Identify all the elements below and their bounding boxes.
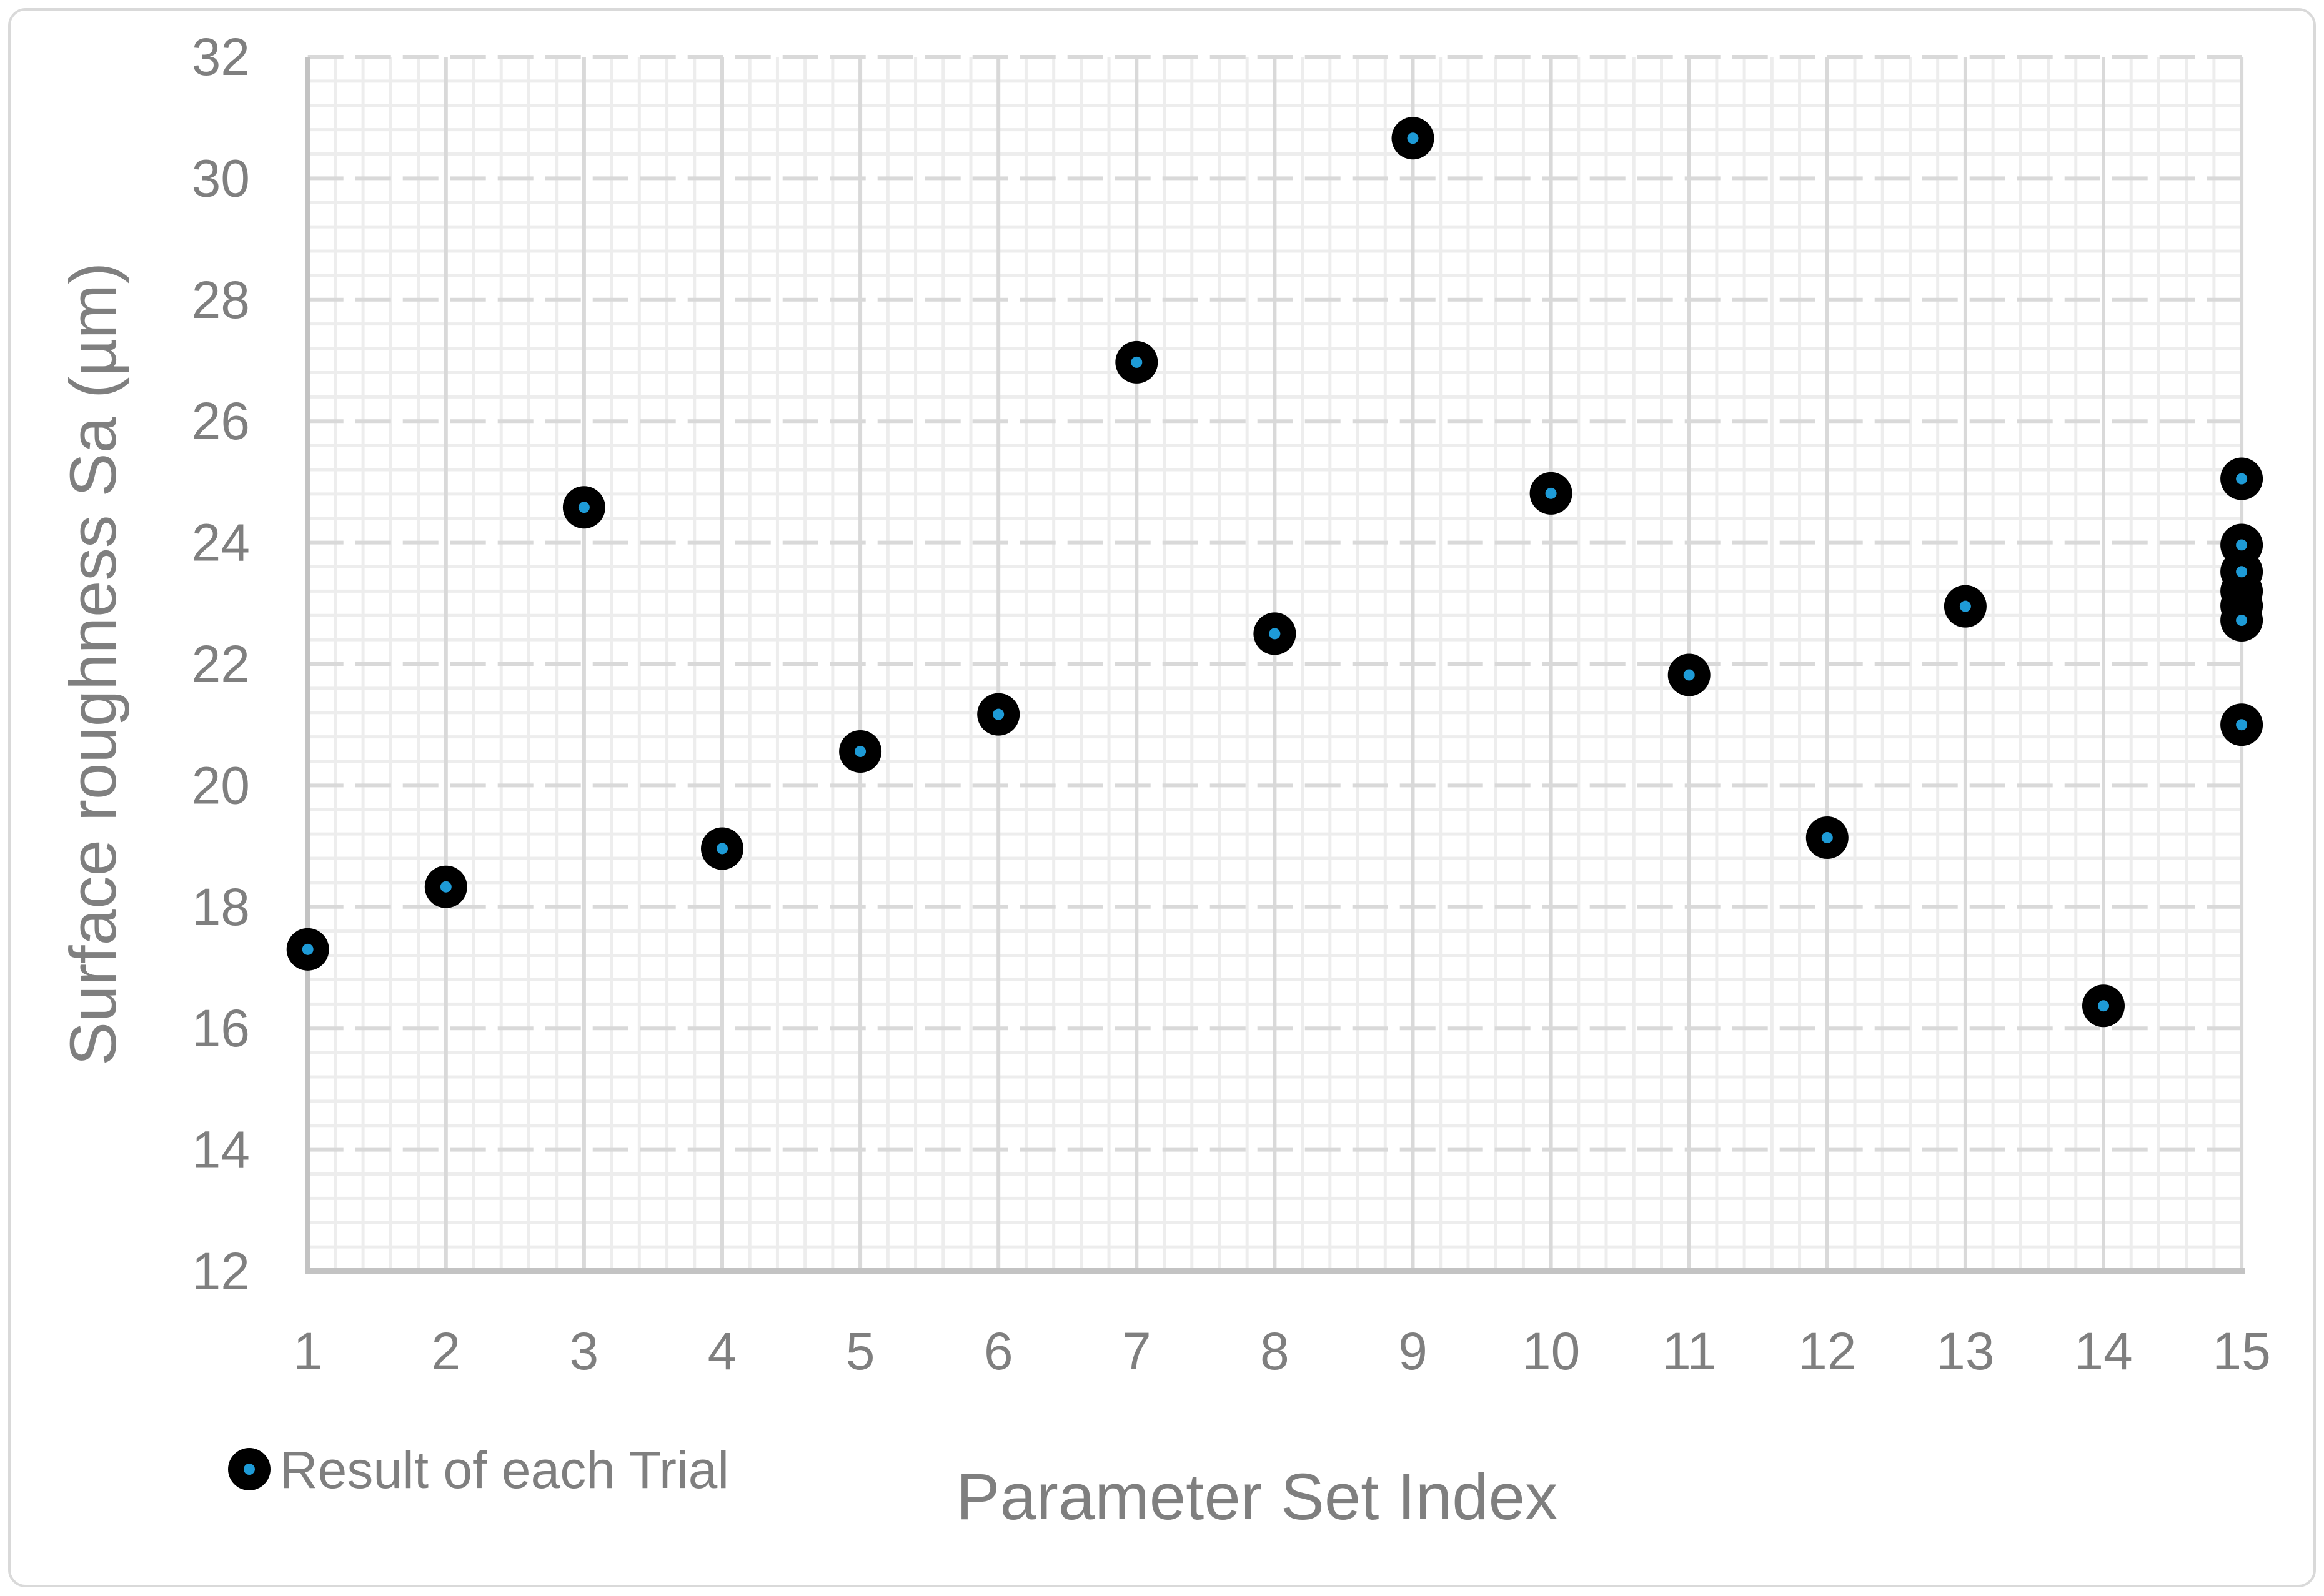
data-point-marker [977, 693, 1020, 736]
data-point-center-dot [2236, 615, 2248, 627]
x-tick-label: 11 [1662, 1322, 1716, 1380]
data-point-marker [2220, 457, 2263, 500]
x-tick-label: 12 [1798, 1322, 1856, 1380]
x-axis-title: Parameter Set Index [956, 1460, 1558, 1534]
data-point-marker [1944, 585, 1987, 628]
y-tick-label: 26 [192, 392, 250, 450]
y-tick-label: 14 [192, 1121, 250, 1179]
data-point-marker [701, 827, 743, 870]
data-point-center-dot [1545, 487, 1557, 499]
y-tick-label: 22 [192, 635, 250, 693]
legend: Result of each Trial [228, 1440, 729, 1499]
data-point-center-dot [717, 843, 728, 855]
data-point-center-dot [1683, 669, 1695, 681]
x-tick-label: 1 [293, 1322, 322, 1380]
x-tick-label: 5 [846, 1322, 875, 1380]
x-tick-label: 9 [1398, 1322, 1428, 1380]
data-point-center-dot [855, 745, 867, 757]
data-point-marker [2220, 599, 2263, 642]
y-tick-label: 28 [192, 270, 250, 329]
data-point-marker [424, 865, 467, 908]
data-point-marker [2082, 984, 2125, 1028]
data-point-center-dot [2236, 719, 2248, 731]
legend-label: Result of each Trial [280, 1440, 729, 1499]
data-point-marker [2220, 550, 2263, 593]
x-tick-label: 8 [1260, 1322, 1289, 1380]
data-point-center-dot [2098, 1000, 2109, 1012]
x-tick-label: 2 [431, 1322, 460, 1380]
data-point-marker [1529, 472, 1572, 515]
x-tick-label: 6 [984, 1322, 1013, 1380]
y-axis-title: Surface roughness Sa (µm) [57, 262, 130, 1066]
data-point-center-dot [2236, 566, 2248, 578]
x-tick-label: 14 [2074, 1322, 2132, 1380]
data-point-center-dot [440, 881, 452, 893]
data-point-center-dot [302, 943, 314, 955]
x-tick-label: 4 [708, 1322, 737, 1380]
y-tick-label: 30 [192, 149, 250, 207]
data-point-marker [839, 730, 882, 773]
x-axis-tick-labels: 1 2 3 4 5 6 7 8 9 10 11 12 13 14 15 [293, 1322, 2270, 1380]
data-point-center-dot [1407, 132, 1419, 144]
data-point-marker [1391, 117, 1434, 160]
data-point-marker [286, 928, 329, 971]
data-point-center-dot [2236, 473, 2248, 485]
data-point-marker [1805, 816, 1849, 859]
x-tick-label: 3 [570, 1322, 599, 1380]
data-point-center-dot [2236, 539, 2248, 551]
y-axis-tick-labels: 12 14 16 18 20 22 24 26 28 30 32 [192, 27, 250, 1301]
data-point-marker [2220, 703, 2263, 746]
major-gridlines [305, 55, 2244, 1273]
y-tick-label: 24 [192, 513, 250, 572]
data-point-center-dot [1821, 831, 1833, 843]
y-tick-label: 18 [192, 878, 250, 936]
x-tick-label: 10 [1522, 1322, 1580, 1380]
y-tick-label: 32 [192, 27, 250, 86]
axis-lines [305, 57, 2245, 1274]
x-tick-label: 15 [2212, 1322, 2270, 1380]
y-tick-label: 12 [192, 1242, 250, 1301]
data-point-center-dot [1131, 356, 1143, 368]
data-point-marker [562, 486, 605, 529]
data-point-series [286, 117, 2263, 1028]
data-point-center-dot [1959, 600, 1971, 612]
y-tick-label: 20 [192, 756, 250, 815]
y-tick-label: 16 [192, 999, 250, 1058]
chart-border [8, 8, 2316, 1587]
data-point-marker [1667, 653, 1711, 696]
data-point-marker [1115, 340, 1158, 384]
x-tick-label: 7 [1122, 1322, 1151, 1380]
data-point-center-dot [1269, 628, 1281, 640]
data-point-center-dot [993, 708, 1005, 720]
legend-marker-center-dot-icon [244, 1464, 255, 1475]
x-tick-label: 13 [1936, 1322, 1994, 1380]
data-point-marker [1253, 612, 1296, 655]
data-point-center-dot [578, 502, 590, 513]
